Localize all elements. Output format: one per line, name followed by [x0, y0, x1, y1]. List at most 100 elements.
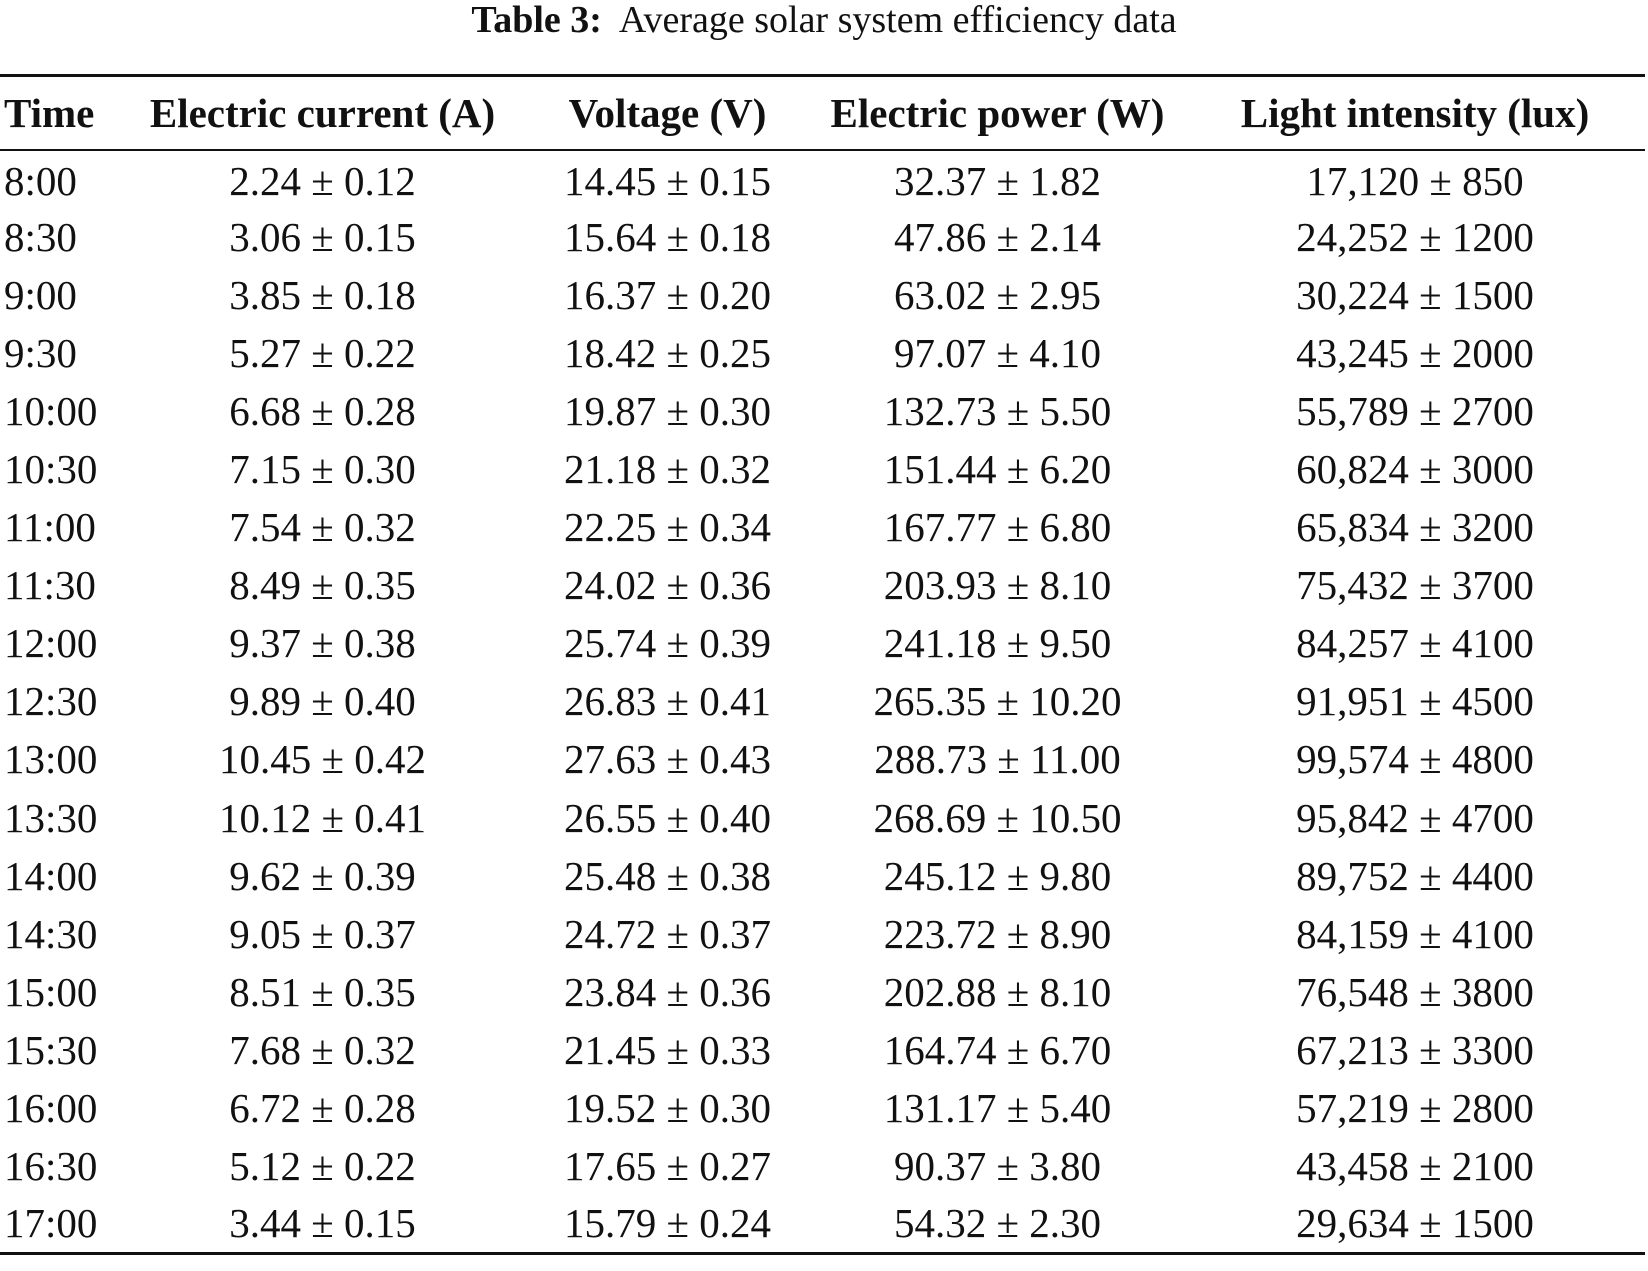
voltage-cell: 14.45 ± 0.15 — [563, 158, 771, 205]
power-cell: 63.02 ± 2.95 — [893, 271, 1101, 318]
voltage-cell: 23.84 ± 0.36 — [563, 968, 771, 1015]
time-cell: 11:00 — [4, 504, 96, 551]
time-cell: 11:30 — [4, 562, 96, 609]
current-cell: 10.12 ± 0.41 — [218, 794, 426, 841]
time-cell: 10:30 — [4, 446, 98, 493]
power-cell: 164.74 ± 6.70 — [883, 1026, 1112, 1073]
time-cell: 16:00 — [4, 1085, 98, 1132]
table-row: 10:00 6.68 ± 0.28 19.87 ± 0.30 132.73 ± 5.5… — [0, 382, 1645, 440]
time-cell: 12:30 — [4, 678, 98, 725]
light-intensity-cell: 30,224 ± 1500 — [1296, 271, 1534, 318]
current-cell: 9.89 ± 0.40 — [229, 678, 416, 725]
voltage-cell: 24.72 ± 0.37 — [563, 910, 771, 957]
header-time: Time — [0, 75, 120, 151]
power-cell: 97.07 ± 4.10 — [893, 329, 1101, 376]
current-cell: 6.68 ± 0.28 — [229, 387, 416, 434]
current-cell: 6.72 ± 0.28 — [229, 1085, 416, 1132]
voltage-cell: 22.25 ± 0.34 — [563, 504, 771, 551]
current-cell: 7.15 ± 0.30 — [229, 446, 416, 493]
light-intensity-cell: 65,834 ± 3200 — [1296, 504, 1534, 551]
time-cell: 9:00 — [4, 271, 77, 318]
current-cell: 8.51 ± 0.35 — [229, 968, 416, 1015]
current-cell: 8.49 ± 0.35 — [229, 562, 416, 609]
table-row: 14:30 9.05 ± 0.37 24.72 ± 0.37 223.72 ± 8.9… — [0, 905, 1645, 963]
table-row: 8:30 3.06 ± 0.15 15.64 ± 0.18 47.86 ± 2.14 2… — [0, 208, 1645, 266]
power-cell: 265.35 ± 10.20 — [873, 678, 1122, 725]
current-cell: 7.68 ± 0.32 — [229, 1026, 416, 1073]
light-intensity-cell: 84,257 ± 4100 — [1296, 620, 1534, 667]
voltage-cell: 19.52 ± 0.30 — [563, 1085, 771, 1132]
light-intensity-cell: 76,548 ± 3800 — [1296, 968, 1534, 1015]
time-cell: 15:00 — [4, 968, 98, 1015]
table-row: 9:00 3.85 ± 0.18 16.37 ± 0.20 63.02 ± 2.95 3… — [0, 266, 1645, 324]
solar-efficiency-table: Time Electric current (A) Voltage (V) El… — [0, 74, 1645, 1255]
voltage-cell: 16.37 ± 0.20 — [563, 271, 771, 318]
current-cell: 9.37 ± 0.38 — [229, 620, 416, 667]
time-cell: 13:30 — [4, 794, 98, 841]
voltage-cell: 21.45 ± 0.33 — [563, 1026, 771, 1073]
current-cell: 3.85 ± 0.18 — [229, 271, 416, 318]
header-voltage: Voltage (V) — [525, 75, 810, 151]
time-cell: 9:30 — [4, 329, 77, 376]
table-row: 9:30 5.27 ± 0.22 18.42 ± 0.25 97.07 ± 4.10 4… — [0, 324, 1645, 382]
table-row: 11:30 8.49 ± 0.35 24.02 ± 0.36 203.93 ± 8.1… — [0, 556, 1645, 614]
power-cell: 90.37 ± 3.80 — [893, 1143, 1101, 1190]
light-intensity-cell: 95,842 ± 4700 — [1296, 794, 1534, 841]
power-cell: 203.93 ± 8.10 — [883, 562, 1112, 609]
time-cell: 17:00 — [4, 1200, 98, 1247]
power-cell: 288.73 ± 11.00 — [874, 736, 1121, 783]
power-cell: 223.72 ± 8.90 — [883, 910, 1112, 957]
current-cell: 3.44 ± 0.15 — [229, 1200, 416, 1247]
light-intensity-cell: 89,752 ± 4400 — [1296, 852, 1534, 899]
voltage-cell: 25.74 ± 0.39 — [563, 620, 771, 667]
table-row: 13:30 10.12 ± 0.41 26.55 ± 0.40 268.69 ± 10… — [0, 789, 1645, 847]
current-cell: 9.05 ± 0.37 — [229, 910, 416, 957]
table-row: 17:00 3.44 ± 0.15 15.79 ± 0.24 54.32 ± 2.30… — [0, 1195, 1645, 1253]
light-intensity-cell: 99,574 ± 4800 — [1296, 736, 1534, 783]
table-header: Time Electric current (A) Voltage (V) El… — [0, 75, 1645, 151]
header-row: Time Electric current (A) Voltage (V) El… — [0, 75, 1645, 151]
light-intensity-cell: 60,824 ± 3000 — [1296, 446, 1534, 493]
time-cell: 8:30 — [4, 213, 77, 260]
table-body: 8:00 2.24 ± 0.12 14.45 ± 0.15 32.37 ± 1.82 1… — [0, 150, 1645, 1254]
power-cell: 132.73 ± 5.50 — [883, 387, 1112, 434]
light-intensity-cell: 84,159 ± 4100 — [1296, 910, 1534, 957]
header-light-intensity: Light intensity (lux) — [1185, 75, 1645, 151]
power-cell: 202.88 ± 8.10 — [883, 968, 1112, 1015]
current-cell: 2.24 ± 0.12 — [229, 158, 416, 205]
voltage-cell: 15.79 ± 0.24 — [563, 1200, 771, 1247]
voltage-cell: 15.64 ± 0.18 — [563, 213, 771, 260]
voltage-cell: 26.55 ± 0.40 — [563, 794, 771, 841]
table-row: 14:00 9.62 ± 0.39 25.48 ± 0.38 245.12 ± 9.8… — [0, 847, 1645, 905]
current-cell: 7.54 ± 0.32 — [229, 504, 416, 551]
table-row: 15:30 7.68 ± 0.32 21.45 ± 0.33 164.74 ± 6.7… — [0, 1021, 1645, 1079]
power-cell: 32.37 ± 1.82 — [893, 158, 1101, 205]
time-cell: 8:00 — [4, 158, 77, 205]
caption-text: Average solar system efficiency data — [618, 0, 1177, 41]
caption-label: Table 3: — [471, 0, 602, 41]
header-current: Electric current (A) — [120, 75, 525, 151]
light-intensity-cell: 91,951 ± 4500 — [1296, 678, 1534, 725]
current-cell: 9.62 ± 0.39 — [229, 852, 416, 899]
light-intensity-cell: 57,219 ± 2800 — [1296, 1085, 1534, 1132]
voltage-cell: 24.02 ± 0.36 — [563, 562, 771, 609]
light-intensity-cell: 67,213 ± 3300 — [1296, 1026, 1534, 1073]
light-intensity-cell: 43,458 ± 2100 — [1296, 1143, 1534, 1190]
light-intensity-cell: 29,634 ± 1500 — [1296, 1200, 1534, 1247]
time-cell: 14:30 — [4, 910, 98, 957]
power-cell: 131.17 ± 5.40 — [883, 1085, 1112, 1132]
power-cell: 151.44 ± 6.20 — [883, 446, 1112, 493]
time-cell: 13:00 — [4, 736, 98, 783]
voltage-cell: 19.87 ± 0.30 — [563, 387, 771, 434]
table-row: 15:00 8.51 ± 0.35 23.84 ± 0.36 202.88 ± 8.1… — [0, 963, 1645, 1021]
time-cell: 10:00 — [4, 387, 98, 434]
voltage-cell: 18.42 ± 0.25 — [563, 329, 771, 376]
table-row: 12:30 9.89 ± 0.40 26.83 ± 0.41 265.35 ± 10.… — [0, 672, 1645, 730]
table-row: 8:00 2.24 ± 0.12 14.45 ± 0.15 32.37 ± 1.82 1… — [0, 150, 1645, 208]
time-cell: 16:30 — [4, 1143, 98, 1190]
voltage-cell: 26.83 ± 0.41 — [563, 678, 771, 725]
light-intensity-cell: 43,245 ± 2000 — [1296, 329, 1534, 376]
light-intensity-cell: 24,252 ± 1200 — [1296, 213, 1534, 260]
voltage-cell: 25.48 ± 0.38 — [563, 852, 771, 899]
power-cell: 245.12 ± 9.80 — [883, 852, 1112, 899]
